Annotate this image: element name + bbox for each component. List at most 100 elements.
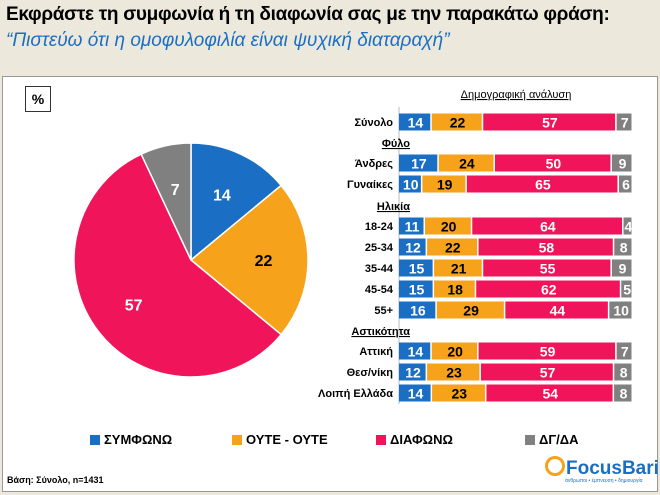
bar-value-label: 23	[446, 365, 462, 381]
legend-item: ΣΥΜΦΩΝΩ	[90, 432, 172, 447]
bar-segment	[466, 175, 618, 193]
bar-value-label: 10	[403, 177, 419, 193]
bar-segment	[618, 175, 632, 193]
pie-label: 57	[125, 297, 143, 314]
legend-item: ΔΙΑΦΩΝΩ	[376, 432, 453, 447]
bar-segment	[431, 342, 478, 360]
bar-value-label: 12	[405, 365, 421, 381]
bar-segment	[422, 175, 466, 193]
bar-segment	[505, 301, 608, 319]
bar-segment	[436, 301, 504, 319]
bar-value-label: 9	[619, 156, 627, 172]
bar-segment	[611, 154, 632, 172]
bar-value-label: 7	[621, 344, 629, 360]
bar-value-label: 59	[540, 344, 556, 360]
pie-slice	[190, 142, 283, 262]
bar-segment	[427, 238, 478, 256]
row-label: 55+	[374, 305, 393, 317]
bar-segment	[478, 342, 616, 360]
bar-segment	[438, 154, 494, 172]
legend-label: ΟΥΤΕ - ΟΥΤΕ	[246, 432, 328, 447]
legend-item: ΟΥΤΕ - ΟΥΤΕ	[232, 432, 328, 447]
bar-segment	[399, 113, 431, 131]
bar-value-label: 5	[623, 282, 631, 298]
bar-segment	[399, 259, 433, 277]
pie-slice	[140, 142, 192, 261]
bar-segment	[623, 217, 632, 235]
row-label: Αττική	[359, 346, 393, 358]
bar-value-label: 19	[437, 177, 453, 193]
row-label: 25-34	[365, 242, 394, 254]
row-label: Λοιπή Ελλάδα	[318, 388, 393, 400]
bar-segment	[399, 363, 426, 381]
bar-segment	[399, 342, 431, 360]
bars-title: Δημογραφική ανάλυση	[461, 89, 572, 101]
bar-value-label: 8	[620, 386, 628, 402]
legend-label: ΔΙΑΦΩΝΩ	[390, 432, 453, 447]
row-label: 18-24	[365, 221, 394, 233]
bar-value-label: 18	[447, 282, 463, 298]
unit-label: %	[25, 86, 51, 112]
bar-segment	[476, 280, 620, 298]
pie-label: 22	[255, 253, 273, 270]
bar-value-label: 22	[450, 115, 466, 131]
bar-segment	[614, 384, 632, 402]
bar-value-label: 57	[540, 365, 556, 381]
bar-segment	[611, 259, 632, 277]
pie-slice	[189, 184, 309, 336]
bar-value-label: 14	[408, 386, 424, 402]
pie-slice	[73, 153, 283, 378]
bar-segment	[399, 217, 424, 235]
bar-segment	[427, 363, 480, 381]
bar-value-label: 57	[542, 115, 558, 131]
bar-segment	[616, 113, 632, 131]
bar-value-label: 4	[624, 219, 632, 235]
bar-value-label: 7	[621, 115, 629, 131]
bar-value-label: 29	[463, 303, 479, 319]
row-label: 45-54	[365, 284, 394, 296]
row-label: Σύνολο	[354, 117, 393, 129]
group-label: Ηλικία	[377, 201, 410, 213]
bar-segment	[399, 238, 426, 256]
row-label: 35-44	[365, 263, 394, 275]
bar-value-label: 64	[540, 219, 556, 235]
bar-value-label: 11	[405, 219, 420, 235]
bar-segment	[486, 384, 613, 402]
bar-segment	[494, 154, 611, 172]
page-subtitle: “Πιστεύω ότι η ομοφυλοφιλία είναι ψυχική…	[6, 30, 450, 51]
bar-value-label: 62	[541, 282, 557, 298]
bar-segment	[478, 238, 613, 256]
bar-value-label: 14	[408, 344, 424, 360]
legend-item: ΔΓ/ΔΑ	[525, 432, 579, 447]
bar-value-label: 16	[410, 303, 426, 319]
legend-label: ΔΓ/ΔΑ	[539, 432, 579, 447]
legend-swatch	[525, 434, 535, 445]
bar-segment	[483, 113, 616, 131]
legend-swatch	[376, 434, 386, 445]
base-note: Βάση: Σύνολο, n=1431	[7, 475, 104, 485]
bar-segment	[616, 342, 632, 360]
legend-label: ΣΥΜΦΩΝΩ	[104, 432, 173, 447]
bar-segment	[399, 301, 436, 319]
logo-text: FocusBari	[566, 458, 659, 479]
bar-value-label: 8	[620, 365, 628, 381]
bar-segment	[614, 363, 632, 381]
bar-segment	[621, 280, 632, 298]
bar-segment	[432, 384, 485, 402]
page-title: Εκφράστε τη συμφωνία ή τη διαφωνία σας μ…	[6, 4, 610, 25]
bar-value-label: 54	[542, 386, 558, 402]
row-label: Θεσ/νίκη	[347, 367, 394, 379]
bar-segment	[434, 280, 475, 298]
pie-label: 14	[213, 187, 231, 204]
bar-segment	[483, 259, 611, 277]
group-label: Φύλο	[382, 138, 410, 150]
pie-label: 7	[171, 182, 180, 199]
bar-value-label: 58	[539, 240, 555, 256]
focusbari-logo: FocusBari άνθρωποι • έμπνευση • δημιουργί…	[545, 456, 659, 484]
bar-value-label: 17	[411, 156, 427, 172]
bar-value-label: 55	[540, 261, 556, 277]
bar-value-label: 20	[447, 344, 463, 360]
bar-value-label: 6	[622, 177, 630, 193]
bar-segment	[614, 238, 632, 256]
